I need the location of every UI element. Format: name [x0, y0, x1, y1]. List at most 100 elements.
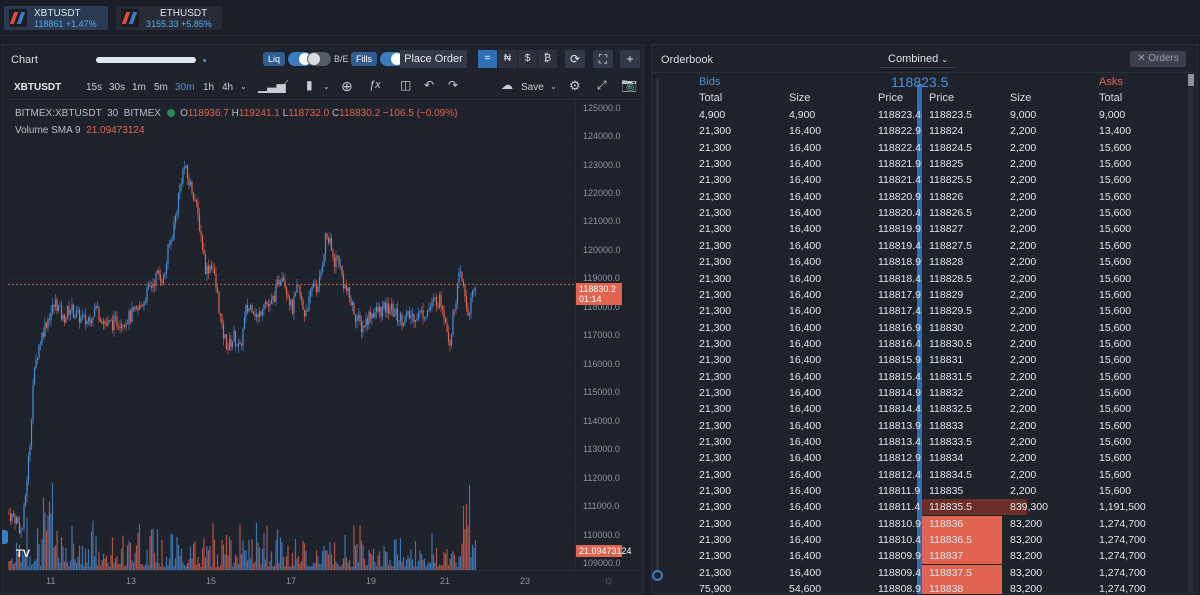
interval-30m[interactable]: 30m	[175, 82, 195, 93]
orderbook-row[interactable]: 21,300 16,400 118822.9 118824 2,200 13,400	[651, 123, 1188, 139]
orderbook-row[interactable]: 21,300 16,400 118818.9 118828 2,200 15,600	[651, 254, 1188, 270]
gear-icon[interactable]: ⚙	[569, 78, 581, 93]
depth-slider-handle[interactable]	[652, 570, 663, 581]
chart-symbol[interactable]: XBTUSDT	[14, 82, 62, 93]
volume-bar	[419, 550, 421, 570]
orderbook-row[interactable]: 21,300 16,400 118817.4 118829.5 2,200 15,600	[651, 303, 1188, 319]
scrollbar-thumb[interactable]	[1188, 74, 1194, 86]
side-handle[interactable]	[2, 530, 8, 544]
opacity-slider[interactable]	[96, 57, 196, 63]
refresh-button[interactable]: ⟳	[565, 50, 585, 68]
candle-body	[318, 276, 321, 287]
be-switch[interactable]	[307, 52, 331, 66]
add-indicator-icon[interactable]: ⊕	[341, 78, 353, 94]
camera-icon[interactable]: 📷	[621, 77, 638, 92]
orderbook-mode-select[interactable]: Combined ⌄	[880, 50, 956, 68]
segment-bitcoin[interactable]: ₿	[538, 50, 558, 68]
volume-bar	[471, 544, 474, 570]
layout-icon[interactable]: ◫	[400, 78, 412, 92]
orderbook-row[interactable]: 21,300 16,400 118819.9 118827 2,200 15,600	[651, 221, 1188, 237]
orderbook-row[interactable]: 4,900 4,900 118823.4 118823.5 9,000 9,000	[651, 107, 1188, 123]
orderbook-row[interactable]: 21,300 16,400 118815.9 118831 2,200 15,600	[651, 352, 1188, 368]
volume-bar	[173, 565, 175, 570]
depth-slider-track[interactable]	[656, 78, 659, 573]
segment-dollar[interactable]: $	[518, 50, 538, 68]
orderbook-row[interactable]: 21,300 16,400 118814.4 118832.5 2,200 15,600	[651, 401, 1188, 417]
candle-body	[369, 311, 372, 319]
candle-body	[386, 303, 388, 313]
candle-chart-icon[interactable]: ▮	[306, 78, 313, 92]
volume-bar	[281, 541, 283, 570]
orderbook-row[interactable]: 21,300 16,400 118809.9 118837 83,200 1,274,70…	[651, 548, 1188, 565]
chevron-down-icon[interactable]: ⌄	[550, 82, 557, 91]
segment-naira[interactable]: ₦	[498, 50, 518, 68]
time-axis[interactable]: 11 13 15 17 19 21 23	[8, 570, 642, 592]
volume-bar	[11, 558, 13, 570]
add-button[interactable]: +	[620, 50, 640, 68]
orderbook-row[interactable]: 21,300 16,400 118816.4 118830.5 2,200 15,600	[651, 336, 1188, 352]
orderbook-row[interactable]: 21,300 16,400 118813.4 118833.5 2,200 15,600	[651, 434, 1188, 450]
fullscreen-button[interactable]: ⛶	[593, 50, 613, 68]
cell-at: 1,274,700	[1099, 583, 1146, 594]
orderbook-row[interactable]: 21,300 16,400 118813.9 118833 2,200 15,600	[651, 418, 1188, 434]
orderbook-row[interactable]: 21,300 16,400 118818.4 118828.5 2,200 15,600	[651, 271, 1188, 287]
fills-toggle[interactable]: Fills	[351, 51, 404, 67]
volume-bar	[387, 565, 390, 570]
scrollbar-track[interactable]	[1188, 74, 1194, 594]
orderbook-row[interactable]: 21,300 16,400 118815.4 118831.5 2,200 15,600	[651, 369, 1188, 385]
interval-1h[interactable]: 1h	[203, 82, 215, 93]
orderbook-row[interactable]: 21,300 16,400 118817.9 118829 2,200 15,600	[651, 287, 1188, 303]
volume-bar	[464, 528, 466, 570]
orderbook-row[interactable]: 21,300 16,400 118809.4 118837.5 83,200 1,274,…	[651, 564, 1188, 581]
orderbook-row[interactable]: 21,300 16,400 118810.4 118836.5 83,200 1,274,…	[651, 532, 1188, 549]
orderbook-row[interactable]: 21,300 16,400 118816.9 118830 2,200 15,600	[651, 320, 1188, 336]
orderbook-row[interactable]: 21,300 16,400 118814.9 118832 2,200 15,600	[651, 385, 1188, 401]
segment-equals[interactable]: =	[478, 50, 498, 68]
tab-ethusdt[interactable]: ETHUSDT 3155.33 +5.85%	[116, 6, 222, 30]
cell-bs: 16,400	[789, 550, 822, 563]
expand-icon[interactable]: ⤢	[597, 78, 607, 92]
cell-bt: 21,300	[699, 223, 732, 236]
orderbook-row[interactable]: 21,300 16,400 118820.4 118826.5 2,200 15,600	[651, 205, 1188, 221]
volume-bar	[134, 552, 136, 570]
be-toggle[interactable]: B/E	[307, 51, 349, 67]
candle-body	[264, 301, 267, 305]
liq-toggle[interactable]: Liq	[263, 51, 313, 67]
settings-icon[interactable]: ☼	[603, 573, 614, 587]
interval-15s[interactable]: 15s	[86, 82, 103, 93]
orderbook-row[interactable]: 21,300 16,400 118819.4 118827.5 2,200 15,600	[651, 238, 1188, 254]
price-chart[interactable]	[8, 100, 575, 570]
orderbook-row[interactable]: 21,300 16,400 118820.9 118826 2,200 15,600	[651, 189, 1188, 205]
orders-button[interactable]: ✕ Orders	[1130, 51, 1186, 67]
price-axis[interactable]: 125000.0 124000.0 123000.0 122000.0 121000.0…	[575, 100, 641, 570]
orderbook-row[interactable]: 21,300 16,400 118812.4 118834.5 2,200 15,600	[651, 467, 1188, 483]
orderbook-row[interactable]: 21,300 16,400 118811.9 118835 2,200 15,600	[651, 483, 1188, 499]
cell-bs: 16,400	[789, 468, 822, 481]
interval-30s[interactable]: 30s	[109, 82, 126, 93]
interval-1m[interactable]: 1m	[132, 82, 146, 93]
orderbook-row[interactable]: 75,900 54,600 118808.9 118838 83,200 1,274,70…	[651, 581, 1188, 594]
interval-5m[interactable]: 5m	[154, 82, 168, 93]
bar-chart-icon[interactable]: ▁▃▅	[258, 79, 286, 93]
save-button[interactable]: Save	[521, 82, 544, 93]
volume-bar	[90, 531, 93, 570]
tab-xbtusdt[interactable]: XBTUSDT 118861 +1.47%	[4, 6, 108, 30]
orderbook-row[interactable]: 21,300 16,400 118821.9 118825 2,200 15,600	[651, 156, 1188, 172]
ask-total-header: Total	[1099, 92, 1123, 104]
place-order-button[interactable]: Place Order	[400, 50, 467, 68]
orderbook-row[interactable]: 21,300 16,400 118821.4 118825.5 2,200 15,600	[651, 172, 1188, 188]
candle-body	[365, 318, 367, 327]
orderbook-row[interactable]: 21,300 16,400 118822.4 118824.5 2,200 15,600	[651, 140, 1188, 156]
fx-icon[interactable]: ƒx	[369, 79, 381, 91]
candle-body	[281, 277, 283, 282]
orderbook-row[interactable]: 21,300 16,400 118812.9 118834 2,200 15,600	[651, 450, 1188, 466]
line-chart-icon[interactable]: ⟋	[280, 78, 289, 92]
redo-icon[interactable]: ↷	[448, 78, 459, 92]
undo-icon[interactable]: ↶	[424, 78, 435, 92]
interval-4h[interactable]: 4h	[222, 82, 234, 93]
chevron-down-icon[interactable]: ⌄	[240, 82, 247, 91]
orderbook-row[interactable]: 21,300 16,400 118811.4 118835.5 839,300 1,191…	[651, 499, 1188, 516]
bids-label: Bids	[699, 76, 721, 88]
orderbook-row[interactable]: 21,300 16,400 118810.9 118836 83,200 1,274,70…	[651, 515, 1188, 532]
chevron-down-icon[interactable]: ⌄	[323, 82, 330, 91]
